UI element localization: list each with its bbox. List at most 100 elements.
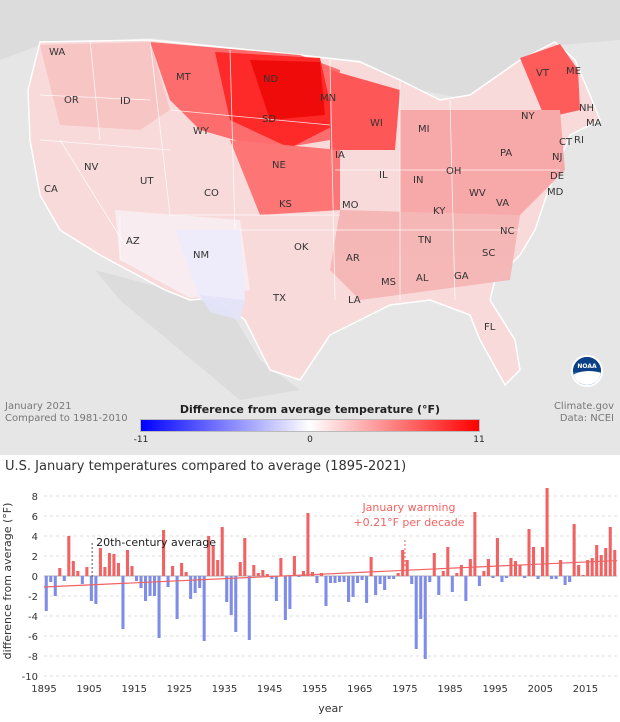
bar-2002	[527, 529, 531, 576]
x-tick-label: 1965	[347, 684, 372, 695]
bar-1940	[247, 576, 251, 640]
bar-1969	[378, 576, 382, 584]
bar-1898	[58, 568, 62, 576]
bar-1972	[392, 576, 396, 579]
state-label-mn: MN	[320, 93, 336, 104]
bar-1902	[76, 571, 80, 576]
state-label-sd: SD	[262, 114, 276, 125]
y-tick-label: -2	[28, 592, 38, 603]
state-label-nm: NM	[193, 250, 209, 261]
x-tick-label: 1975	[392, 684, 417, 695]
bar-2021	[613, 550, 617, 576]
bar-1923	[171, 566, 175, 576]
bar-1976	[410, 576, 414, 584]
january-temperature-bar-chart: 8 6 4 2 0 -2 -4 -6 -8 -10 1895 1905 1915 1925 1935 194…	[1, 488, 618, 715]
bar-1932	[211, 546, 215, 576]
mexico-landmass	[95, 270, 300, 400]
warming-annotation-line1: January warming	[361, 501, 455, 514]
us-anomaly-map: WA OR ID MT ND SD MN WI MI WY NE IA NV C…	[0, 0, 620, 400]
anomaly-map-panel: WA OR ID MT ND SD MN WI MI WY NE IA NV C…	[0, 0, 620, 455]
y-tick-label: 0	[32, 572, 38, 583]
state-label-ny: NY	[521, 111, 535, 122]
chart-y-tick-labels: 8 6 4 2 0 -2 -4 -6 -8 -10	[22, 492, 38, 683]
bar-1986	[455, 573, 459, 576]
state-label-ct: CT	[559, 137, 573, 148]
y-tick-label: -8	[28, 652, 38, 663]
map-caption-right: Climate.gov Data: NCEI	[554, 401, 614, 425]
state-label-pa: PA	[500, 148, 512, 159]
state-label-mo: MO	[342, 200, 359, 211]
bar-1910	[112, 554, 116, 576]
bar-1980	[428, 576, 432, 582]
state-label-ar: AR	[346, 253, 360, 264]
state-label-nc: NC	[500, 226, 514, 237]
trend-line	[43, 559, 618, 588]
bar-1938	[238, 562, 242, 576]
bar-1907	[98, 548, 102, 576]
bar-1961	[342, 576, 346, 582]
state-label-de: DE	[550, 171, 564, 182]
state-boundaries	[39, 39, 560, 301]
bar-1945	[270, 576, 274, 579]
state-label-fl: FL	[484, 322, 496, 333]
color-scale-bar	[140, 419, 480, 432]
bar-1953	[306, 513, 310, 576]
bar-1917	[143, 576, 148, 601]
bar-1909	[107, 553, 111, 576]
bar-1937	[234, 576, 238, 632]
x-tick-label: 1905	[76, 684, 101, 695]
y-tick-label: -10	[22, 672, 38, 683]
bar-1905	[89, 576, 93, 601]
bar-1966	[365, 576, 369, 603]
bar-1992	[482, 571, 486, 576]
bar-2019	[604, 548, 608, 576]
bar-2009	[559, 560, 563, 576]
state-label-wv: WV	[469, 188, 486, 199]
state-label-vt: VT	[536, 68, 550, 79]
bar-2014	[581, 575, 585, 576]
bar-1984	[446, 547, 450, 576]
state-label-mi: MI	[418, 124, 430, 135]
state-label-oh: OH	[446, 166, 461, 177]
bar-1924	[175, 576, 179, 619]
map-data-source: Data: NCEI	[559, 413, 614, 424]
x-tick-label: 1955	[302, 684, 327, 695]
bar-2008	[554, 576, 558, 579]
bar-1991	[477, 576, 481, 586]
x-tick-label: 1985	[437, 684, 462, 695]
bar-1995	[495, 538, 499, 576]
state-label-al: AL	[416, 273, 429, 284]
state-label-tx: TX	[272, 293, 286, 304]
bar-1929	[198, 576, 202, 588]
chart-bars	[44, 488, 617, 659]
bar-1998	[509, 558, 513, 576]
bar-1933	[216, 560, 220, 576]
bar-1925	[180, 563, 184, 576]
bar-2018	[599, 555, 603, 576]
bar-1958	[328, 576, 333, 583]
regional-tints	[40, 42, 580, 320]
bar-1913	[125, 550, 130, 576]
state-label-nv: NV	[84, 162, 98, 173]
bar-1996	[500, 576, 504, 582]
state-label-id: ID	[120, 96, 131, 107]
x-tick-label: 1915	[122, 684, 147, 695]
bar-1935	[225, 576, 229, 602]
bar-2015	[586, 560, 590, 576]
bar-1927	[189, 576, 193, 599]
canada-landmass	[0, 0, 620, 100]
bar-1955	[315, 576, 319, 583]
bar-1941	[252, 565, 256, 576]
chart-y-axis-label: difference from average (°F)	[1, 503, 14, 660]
warming-annotation-line2: +0.21°F per decade	[353, 516, 464, 529]
state-label-co: CO	[204, 188, 219, 199]
state-label-va: VA	[496, 198, 509, 209]
bar-1974	[401, 550, 405, 576]
bar-1951	[297, 576, 301, 577]
bar-1914	[130, 566, 134, 576]
x-tick-label: 1925	[167, 684, 192, 695]
bar-1903	[80, 576, 84, 584]
bar-1973	[396, 573, 400, 576]
bar-1908	[103, 567, 107, 576]
bar-1944	[265, 574, 269, 576]
